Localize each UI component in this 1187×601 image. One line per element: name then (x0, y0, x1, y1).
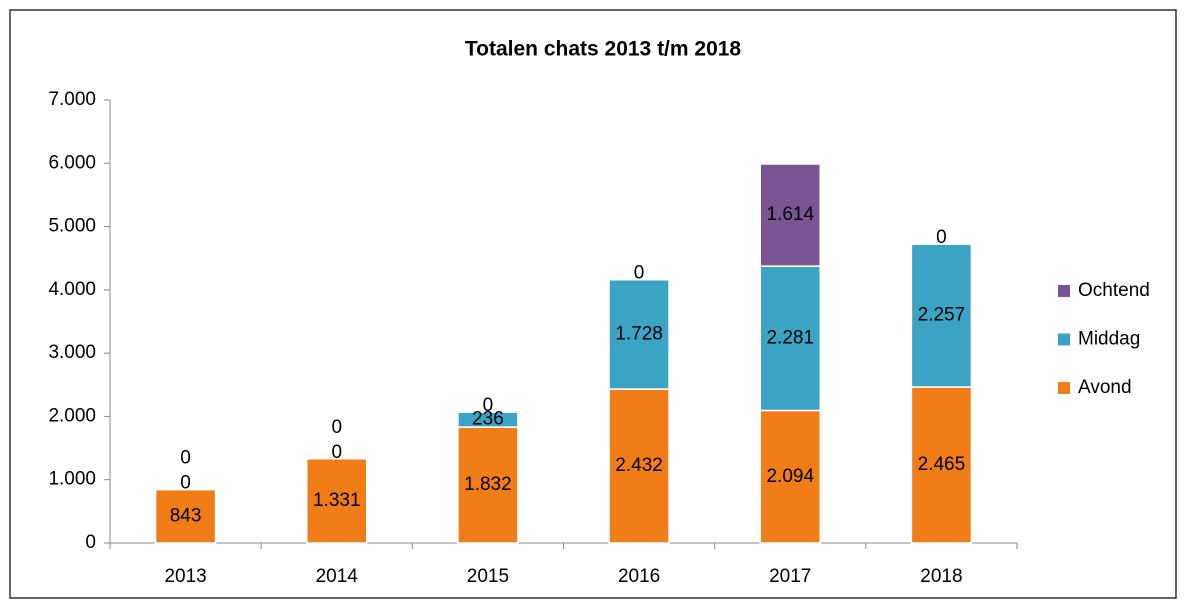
bar-segment (759, 409, 821, 544)
bar-segment (608, 278, 670, 390)
x-tick-label: 2014 (316, 566, 359, 587)
legend-label: Ochtend (1078, 280, 1150, 301)
chart-title: Totalen chats 2013 t/m 2018 (465, 38, 742, 61)
y-tick-label: 0 (85, 532, 96, 553)
y-tick-label: 4.000 (48, 279, 96, 300)
legend-swatch (1058, 333, 1070, 346)
data-label: 2.432 (615, 455, 663, 476)
y-tick-label: 7.000 (48, 89, 96, 110)
bar-segment (306, 458, 368, 544)
bar-segment (759, 163, 821, 267)
bar-segment (608, 388, 670, 544)
legend-label: Middag (1078, 329, 1140, 350)
y-tick-label: 6.000 (48, 152, 96, 173)
y-tick-label: 5.000 (48, 216, 96, 237)
data-label: 236 (472, 409, 504, 430)
data-label: 2.094 (766, 466, 814, 487)
data-label: 0 (331, 417, 342, 438)
bar-segment (759, 265, 821, 412)
data-label: 2.281 (766, 327, 814, 348)
data-label: 1.728 (615, 323, 663, 344)
y-tick-label: 2.000 (48, 405, 96, 426)
x-tick-label: 2016 (618, 566, 660, 587)
legend-label: Avond (1078, 377, 1132, 398)
data-label: 0 (483, 395, 494, 416)
bar-segment (457, 426, 519, 544)
data-label: 1.614 (766, 204, 814, 225)
bar-segment (910, 386, 973, 544)
x-tick-label: 2017 (769, 566, 811, 587)
data-label: 0 (331, 442, 342, 463)
data-label: 0 (180, 448, 191, 469)
data-label: 0 (180, 473, 191, 494)
bar-segment (457, 411, 519, 428)
bar-segment (910, 243, 973, 388)
data-label: 0 (936, 227, 947, 248)
data-label: 1.331 (313, 490, 361, 511)
x-tick-label: 2015 (467, 566, 509, 587)
x-tick-label: 2013 (164, 566, 206, 587)
bar-segment (154, 488, 217, 544)
data-label: 2.465 (918, 454, 966, 475)
data-label: 843 (170, 505, 202, 526)
y-tick-label: 1.000 (48, 469, 96, 490)
y-tick-label: 3.000 (48, 342, 96, 363)
legend-swatch (1058, 285, 1070, 297)
data-label: 0 (634, 263, 645, 284)
data-label: 2.257 (918, 305, 966, 326)
legend-swatch (1058, 382, 1070, 394)
x-tick-label: 2018 (920, 566, 962, 587)
data-label: 1.832 (464, 474, 512, 495)
